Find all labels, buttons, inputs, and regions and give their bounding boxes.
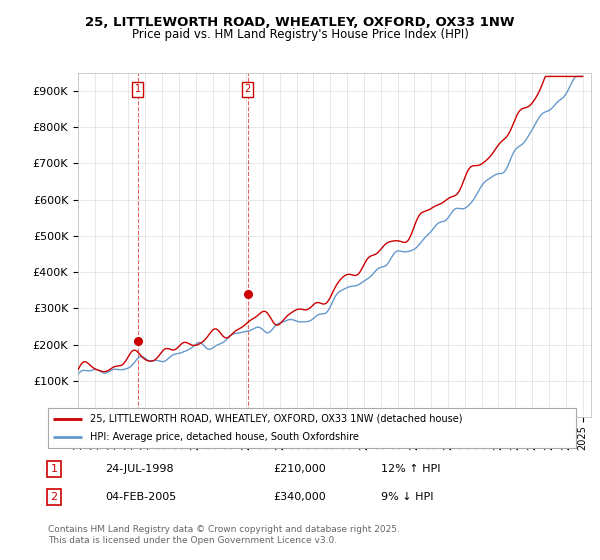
Text: £210,000: £210,000: [273, 464, 326, 474]
Text: 04-FEB-2005: 04-FEB-2005: [105, 492, 176, 502]
Text: HPI: Average price, detached house, South Oxfordshire: HPI: Average price, detached house, Sout…: [90, 432, 359, 442]
Text: 2: 2: [245, 84, 251, 94]
Text: 1: 1: [135, 84, 141, 94]
Text: 12% ↑ HPI: 12% ↑ HPI: [381, 464, 440, 474]
Text: 24-JUL-1998: 24-JUL-1998: [105, 464, 173, 474]
Text: 1: 1: [50, 464, 58, 474]
Text: 25, LITTLEWORTH ROAD, WHEATLEY, OXFORD, OX33 1NW (detached house): 25, LITTLEWORTH ROAD, WHEATLEY, OXFORD, …: [90, 414, 463, 423]
Text: 9% ↓ HPI: 9% ↓ HPI: [381, 492, 433, 502]
Text: £340,000: £340,000: [273, 492, 326, 502]
Text: 25, LITTLEWORTH ROAD, WHEATLEY, OXFORD, OX33 1NW: 25, LITTLEWORTH ROAD, WHEATLEY, OXFORD, …: [85, 16, 515, 29]
Text: 2: 2: [50, 492, 58, 502]
Text: Contains HM Land Registry data © Crown copyright and database right 2025.
This d: Contains HM Land Registry data © Crown c…: [48, 525, 400, 545]
Text: Price paid vs. HM Land Registry's House Price Index (HPI): Price paid vs. HM Land Registry's House …: [131, 28, 469, 41]
